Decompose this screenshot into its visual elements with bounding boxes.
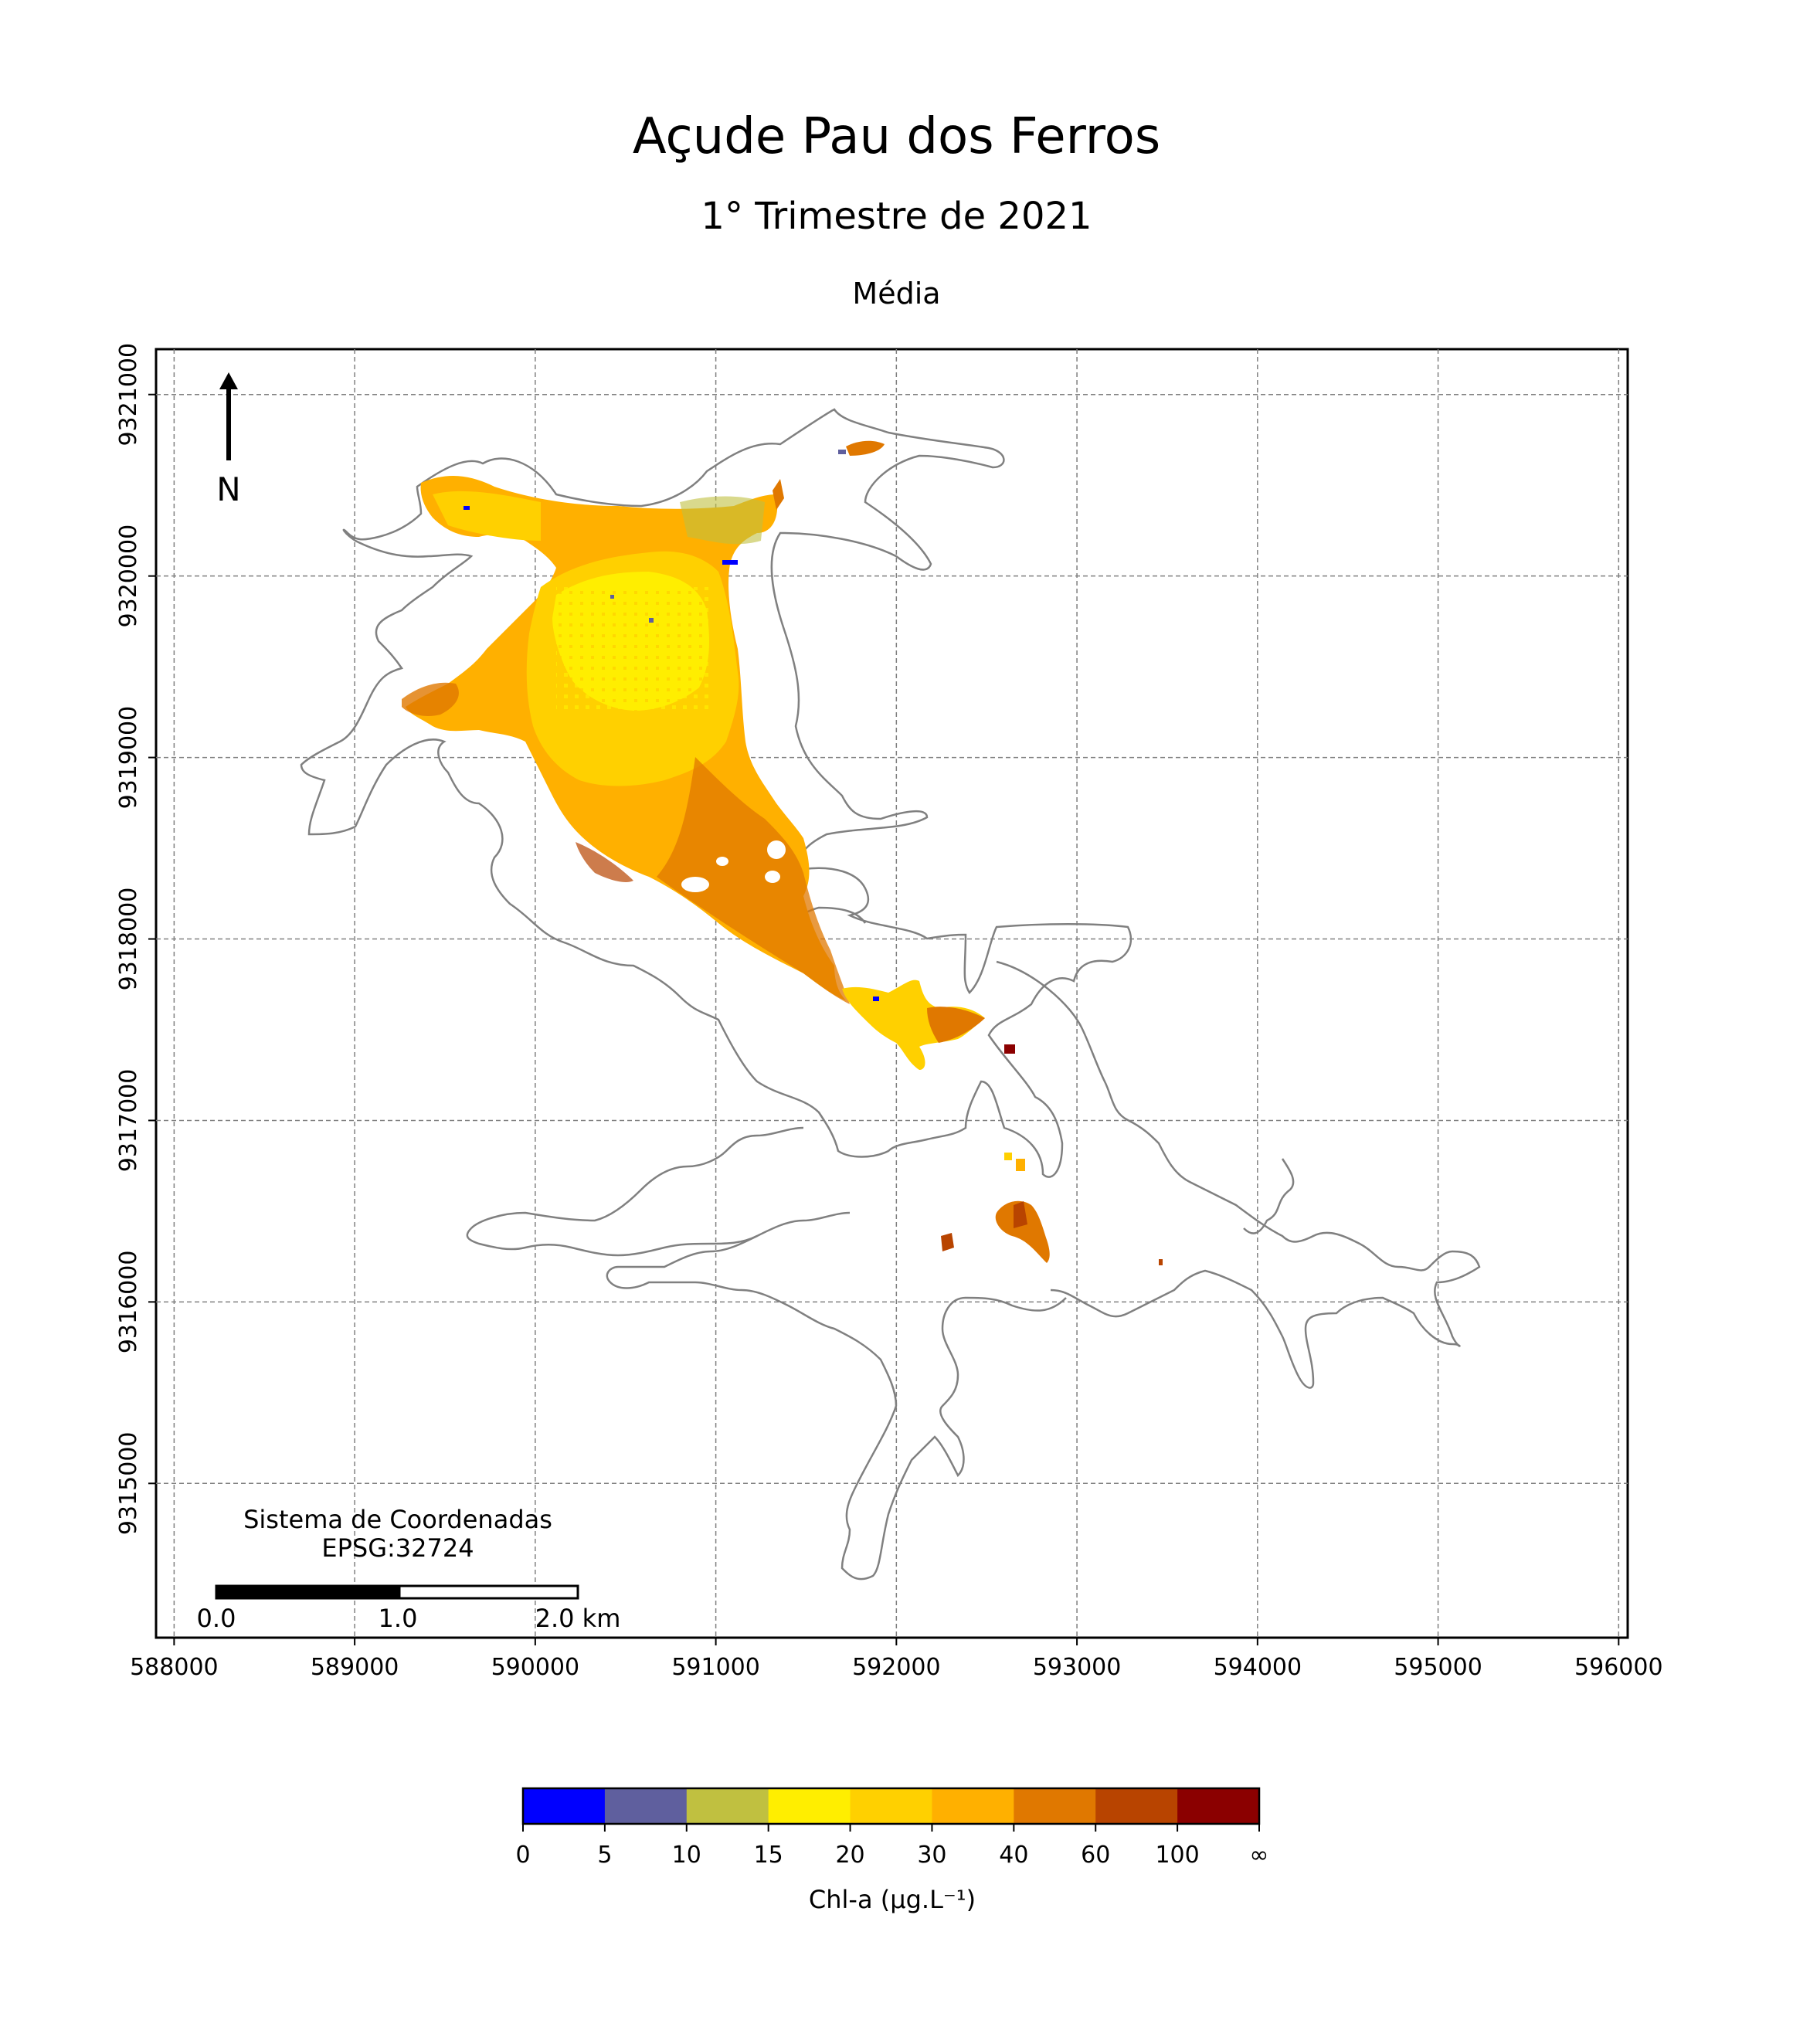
y-axis: 9315000 9316000 9317000 9318000 9319000 93200… (115, 343, 156, 1535)
colorbar-bin (768, 1788, 851, 1824)
colorbar-tick-label: 60 (1081, 1842, 1110, 1869)
x-axis: 588000 589000 590000 591000 592000 593000 5940… (130, 1638, 1663, 1681)
colorbar-tick-label: 100 (1155, 1842, 1199, 1869)
y-tick-label: 9316000 (115, 1251, 142, 1354)
colorbar-label: Chl-a (μg.L⁻¹) (809, 1885, 976, 1914)
scale-label-1: 1.0 (379, 1604, 418, 1633)
colorbar-bin (1177, 1788, 1260, 1824)
x-tick-label: 595000 (1394, 1654, 1482, 1681)
x-tick-label: 592000 (852, 1654, 941, 1681)
colorbar-tick-label: ∞ (1250, 1842, 1269, 1869)
y-tick-label: 9320000 (115, 525, 142, 628)
map-subtitle: 1° Trimestre de 2021 (701, 195, 1092, 238)
colorbar-tick-label: 15 (754, 1842, 783, 1869)
x-tick-label: 588000 (130, 1654, 219, 1681)
colorbar-frame (521, 1787, 1261, 1825)
colorbar-bin (1095, 1788, 1178, 1824)
colorbar-bin (686, 1788, 769, 1824)
colorbar-bin (523, 1788, 606, 1824)
colorbar-tick-label: 10 (672, 1842, 701, 1869)
plot-frame (155, 348, 1629, 1639)
colorbar-tick-label: 20 (835, 1842, 864, 1869)
y-tick-label: 9315000 (115, 1432, 142, 1536)
chlorophyll-raster (402, 440, 1163, 1265)
colorbar-tick-label: 0 (515, 1842, 530, 1869)
y-tick-label: 9319000 (115, 706, 142, 810)
y-tick-label: 9321000 (115, 343, 142, 446)
colorbar-bin (850, 1788, 932, 1824)
colorbar-tick-label: 40 (999, 1842, 1028, 1869)
x-tick-label: 594000 (1214, 1654, 1302, 1681)
y-tick-label: 9318000 (115, 888, 142, 991)
x-tick-label: 590000 (491, 1654, 580, 1681)
panel-title: Média (852, 277, 941, 311)
colorbar-bin (604, 1788, 688, 1824)
scale-bar (215, 1584, 579, 1600)
x-tick-label: 589000 (311, 1654, 399, 1681)
grid-lines (156, 349, 1628, 1638)
x-tick-label: 593000 (1033, 1654, 1122, 1681)
crs-line-2: EPSG:32724 (321, 1533, 474, 1563)
scale-label-0: 0.0 (197, 1604, 236, 1633)
colorbar-tick-label: 30 (917, 1842, 946, 1869)
x-tick-label: 596000 (1574, 1654, 1663, 1681)
north-arrow-icon (219, 372, 238, 460)
north-label: N (216, 470, 240, 508)
colorbar-tick-label: 5 (597, 1842, 612, 1869)
y-tick-label: 9317000 (115, 1069, 142, 1173)
crs-line-1: Sistema de Coordenadas (243, 1505, 552, 1534)
map-title: Açude Pau dos Ferros (632, 108, 1161, 165)
scale-label-2: 2.0 km (535, 1604, 621, 1633)
colorbar-bin (1014, 1788, 1096, 1824)
colorbar-bin (932, 1788, 1014, 1824)
colorbar: 0 5 10 15 20 30 40 60 100 ∞ (515, 1787, 1269, 1869)
x-tick-label: 591000 (671, 1654, 760, 1681)
